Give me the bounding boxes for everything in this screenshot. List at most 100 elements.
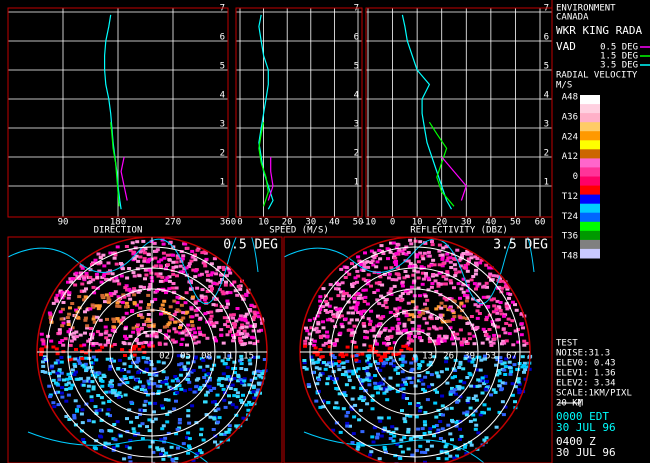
scale-label: A48: [562, 93, 578, 103]
echo: [225, 306, 229, 309]
echo: [417, 363, 421, 366]
echo: [122, 457, 126, 460]
color-swatch: [580, 213, 600, 223]
x-tick-label: 10: [258, 218, 269, 228]
echo: [377, 335, 381, 338]
echo: [428, 340, 432, 343]
echo: [397, 352, 401, 355]
echo: [440, 370, 444, 373]
echo: [73, 358, 77, 361]
echo: [446, 320, 450, 323]
echo: [239, 332, 243, 335]
echo: [366, 303, 370, 306]
echo: [112, 326, 116, 329]
echo: [344, 266, 348, 269]
echo: [100, 385, 104, 388]
echo: [495, 426, 499, 429]
echo: [341, 325, 345, 328]
echo: [392, 242, 396, 245]
echo: [75, 272, 79, 275]
echo: [391, 327, 395, 330]
echo: [458, 316, 462, 319]
echo: [104, 336, 108, 339]
elevation-label: 3.5 DEG: [493, 238, 548, 253]
echo: [387, 416, 391, 419]
echo: [174, 265, 178, 268]
echo: [136, 323, 140, 326]
echo: [350, 318, 354, 321]
echo: [451, 318, 455, 321]
echo: [152, 410, 156, 413]
echo: [438, 420, 442, 423]
echo: [350, 332, 354, 335]
echo: [152, 367, 156, 370]
echo: [499, 388, 503, 391]
y-tick-label: 5: [544, 62, 549, 72]
echo: [479, 369, 483, 372]
echo: [86, 389, 90, 392]
echo: [146, 306, 150, 309]
echo: [409, 242, 413, 245]
echo: [339, 268, 343, 271]
echo: [407, 337, 411, 340]
echo: [236, 307, 240, 310]
echo: [458, 386, 462, 389]
echo: [69, 344, 73, 347]
echo: [365, 402, 369, 405]
echo: [311, 362, 315, 365]
echo: [188, 437, 192, 440]
echo: [493, 337, 497, 340]
echo: [505, 307, 509, 310]
echo: [123, 354, 127, 357]
echo: [116, 444, 120, 447]
echo: [483, 285, 487, 288]
color-swatch: [580, 149, 600, 159]
echo: [102, 374, 106, 377]
echo: [245, 326, 249, 329]
echo: [39, 353, 43, 356]
echo: [181, 317, 185, 320]
echo: [449, 279, 453, 282]
echo: [119, 435, 123, 438]
echo: [87, 419, 91, 422]
echo: [431, 259, 435, 262]
echo: [356, 292, 360, 295]
echo: [107, 299, 111, 302]
echo: [415, 449, 419, 452]
echo: [394, 278, 398, 281]
echo: [335, 308, 339, 311]
y-tick-label: 6: [544, 33, 549, 43]
echo: [391, 278, 395, 281]
echo: [92, 356, 96, 359]
echo: [453, 274, 457, 277]
echo: [451, 309, 455, 312]
echo: [231, 403, 235, 406]
echo: [396, 318, 400, 321]
vad-chart: 010203040501234567SPEED (M/S): [236, 4, 363, 236]
echo: [174, 400, 178, 403]
echo: [142, 356, 146, 359]
echo: [477, 282, 481, 285]
echo: [73, 373, 77, 376]
echo: [133, 275, 137, 278]
echo: [373, 256, 377, 259]
echo: [231, 339, 235, 342]
echo: [67, 394, 71, 397]
echo: [475, 326, 479, 329]
echo: [251, 336, 255, 339]
echo: [217, 383, 221, 386]
echo: [97, 372, 101, 375]
echo: [86, 366, 90, 369]
echo: [202, 376, 206, 379]
echo: [342, 407, 346, 410]
echo: [470, 278, 474, 281]
echo: [438, 244, 442, 247]
echo: [485, 380, 489, 383]
echo: [412, 280, 416, 283]
echo: [501, 280, 505, 283]
echo: [385, 306, 389, 309]
echo: [439, 437, 443, 440]
echo: [508, 366, 512, 369]
echo: [481, 376, 485, 379]
echo: [497, 384, 501, 387]
